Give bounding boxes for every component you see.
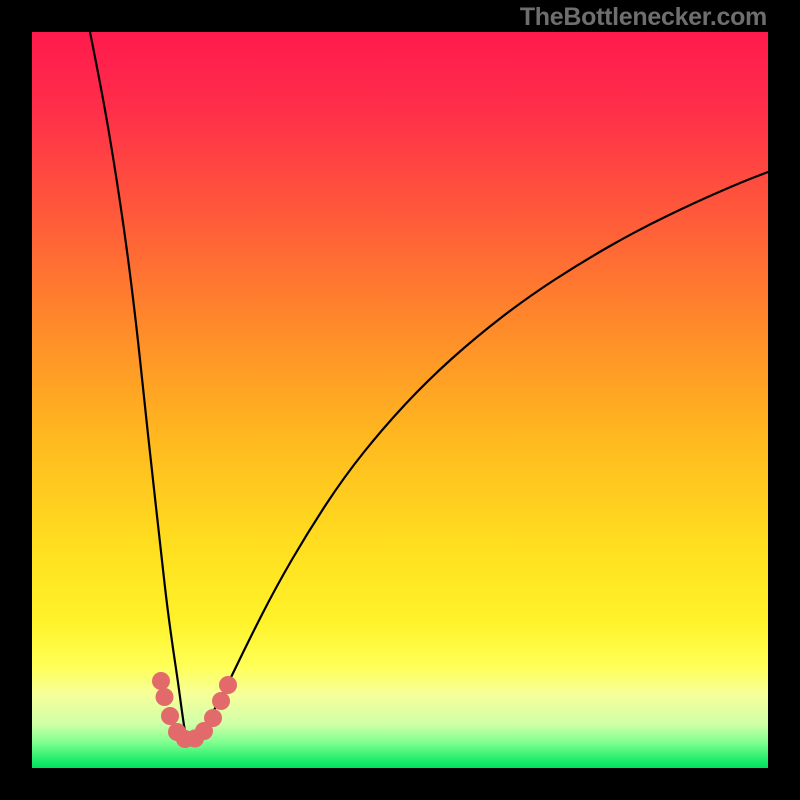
watermark-text: TheBottlenecker.com: [520, 3, 767, 32]
marker-point: [152, 672, 170, 690]
marker-point: [212, 692, 230, 710]
plot-area: [32, 32, 768, 768]
marker-point: [161, 707, 179, 725]
marker-point: [156, 688, 174, 706]
marker-point: [219, 676, 237, 694]
bottleneck-curve: [90, 32, 768, 746]
marker-point: [204, 709, 222, 727]
marker-group: [152, 672, 237, 748]
chart-svg: [32, 32, 768, 768]
figure-container: { "canvas": { "width": 800, "height": 80…: [0, 0, 800, 800]
